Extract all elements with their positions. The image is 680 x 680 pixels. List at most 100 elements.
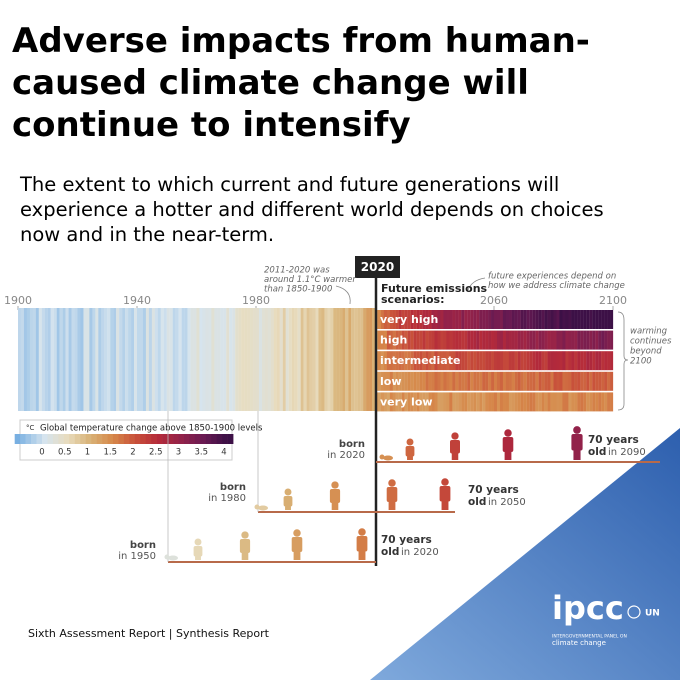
scenario-stripe (380, 330, 385, 350)
legend-title: Global temperature change above 1850-190… (40, 424, 263, 434)
scenario-stripe (502, 371, 507, 391)
legend-swatch (85, 434, 92, 444)
scenario-stripe (508, 310, 512, 329)
subtitle: experience a hotter and different world … (20, 198, 604, 221)
scenario-stripe (538, 351, 542, 371)
scenario-stripe (431, 330, 435, 350)
scenario-stripe (562, 351, 566, 371)
scenario-stripe (428, 330, 432, 350)
person-legs (441, 501, 449, 510)
scenario-stripe (502, 392, 507, 412)
annotation-arrow (335, 285, 351, 305)
legend-swatch (74, 434, 81, 444)
scenario-stripe (377, 392, 382, 412)
scenario-stripe (562, 371, 566, 391)
stripe (134, 308, 138, 411)
stripe (151, 308, 155, 411)
scenario-stripe (380, 310, 385, 329)
scenario-stripe (410, 392, 414, 412)
title: caused climate change will (12, 63, 529, 103)
legend-swatch (178, 434, 185, 444)
stripe (324, 308, 328, 411)
scenario-stripe (544, 371, 548, 391)
legend-swatch (140, 434, 147, 444)
stripe (303, 308, 307, 411)
person-body (386, 487, 398, 502)
scenario-stripe (571, 371, 575, 391)
stripe (372, 308, 376, 411)
scenario-stripe (604, 330, 608, 350)
scenario-stripe (571, 310, 575, 329)
scenario-stripe (508, 392, 512, 412)
scenario-stripe (610, 330, 614, 350)
scenario-stripe (508, 330, 512, 350)
person-head (406, 438, 414, 446)
scenario-stripe (413, 351, 417, 371)
scenario-stripe (380, 392, 385, 412)
stripe (53, 308, 57, 411)
scenario-stripe (470, 330, 474, 350)
legend-swatch (80, 434, 86, 444)
born-label: born (339, 439, 365, 450)
scenario-stripe (407, 392, 411, 412)
scenario-label: very high (380, 313, 438, 326)
scenario-stripe (458, 371, 462, 391)
stripe (113, 308, 117, 411)
scenario-stripe (547, 310, 551, 329)
scenario-stripe (392, 392, 396, 412)
stripe (366, 308, 370, 411)
scenario-stripe (455, 392, 459, 412)
scenario-stripe (473, 351, 477, 371)
stripe (101, 308, 105, 411)
scenario-stripe (482, 371, 486, 391)
scenario-stripe (535, 371, 539, 391)
scenario-stripe (553, 351, 557, 371)
stripe (119, 308, 123, 411)
scenario-stripe (550, 310, 554, 329)
scenario-stripe (491, 392, 495, 412)
scenario-stripe (523, 392, 527, 412)
scenario-stripe (476, 392, 480, 412)
scenario-stripe (413, 371, 417, 391)
scenario-stripe (377, 351, 382, 371)
scenario-stripe (440, 310, 444, 329)
scenario-stripe (538, 392, 542, 412)
scenario-stripe (505, 371, 509, 391)
person-body (239, 539, 251, 553)
old-label: old (381, 546, 399, 558)
scenario-stripe (488, 392, 492, 412)
scenario-stripe (488, 351, 492, 371)
person-head (573, 426, 581, 434)
legend-swatch (102, 434, 108, 444)
scenario-stripe (464, 310, 468, 329)
person-legs (358, 551, 366, 560)
stripe (250, 308, 254, 411)
scenarios-heading: Future emissions (381, 282, 488, 295)
scenario-stripe (398, 351, 402, 371)
stripe (357, 308, 361, 411)
scenario-stripe (386, 310, 390, 329)
scenario-stripe (592, 310, 596, 329)
old-label: old (468, 496, 486, 508)
scenario-stripe (589, 371, 593, 391)
person-head (194, 538, 202, 546)
stripe (321, 308, 325, 411)
stripe (345, 308, 349, 411)
stripe (282, 308, 286, 411)
scenario-stripe (544, 330, 548, 350)
scenario-stripe (407, 310, 411, 329)
stripe (294, 308, 298, 411)
stripe (116, 308, 120, 411)
scenario-stripe (610, 371, 614, 391)
scenario-stripe (413, 310, 417, 329)
scenario-stripe (541, 371, 545, 391)
scenario-stripe (550, 330, 554, 350)
baby (168, 555, 178, 561)
scenario-stripe (601, 330, 605, 350)
scenario-stripe (547, 392, 551, 412)
legend-swatch (25, 434, 32, 444)
scenario-stripe (526, 371, 530, 391)
stripe (330, 308, 334, 411)
scenario-stripe (413, 392, 417, 412)
scenario-stripe (556, 392, 560, 412)
